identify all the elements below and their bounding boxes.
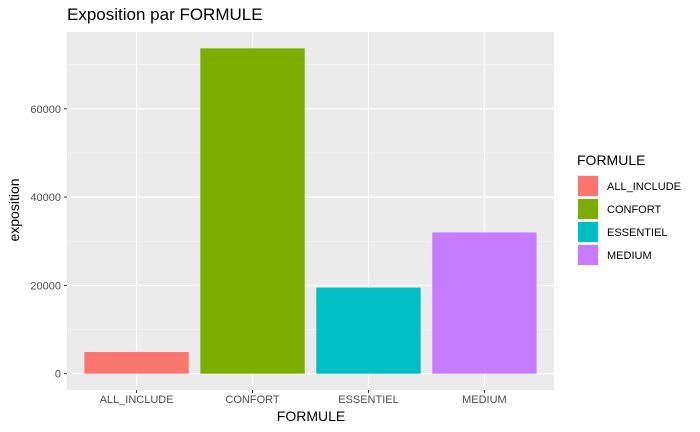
chart-title: Exposition par FORMULE (67, 5, 263, 24)
legend-label: MEDIUM (607, 250, 652, 262)
legend-label: ALL_INCLUDE (607, 181, 681, 193)
x-tick-label: CONFORT (225, 394, 279, 406)
legend-label: ESSENTIEL (607, 227, 668, 239)
y-axis-title: exposition (6, 178, 22, 241)
x-tick-label: ESSENTIEL (338, 394, 399, 406)
x-tick-label: MEDIUM (462, 394, 507, 406)
legend-swatch (578, 199, 598, 219)
bar-all-include (84, 352, 189, 374)
bar-confort (200, 48, 305, 374)
legend-swatch (578, 176, 598, 196)
x-axis-title: FORMULE (277, 408, 345, 424)
bar-medium (432, 232, 537, 374)
bar-essentiel (316, 287, 421, 374)
legend-label: CONFORT (607, 204, 661, 216)
legend: FORMULE ALL_INCLUDE CONFORT ESSENTIEL MEDIU… (577, 152, 681, 266)
y-tick-label: 60000 (30, 104, 61, 116)
y-tick-label: 0 (55, 369, 61, 381)
legend-title: FORMULE (577, 152, 645, 168)
legend-swatch (578, 245, 598, 265)
bars (84, 48, 537, 374)
y-tick-label: 20000 (30, 280, 61, 292)
legend-swatch (578, 222, 598, 242)
y-axis: 0 20000 40000 60000 (30, 104, 67, 381)
x-tick-label: ALL_INCLUDE (100, 394, 174, 406)
x-axis: ALL_INCLUDE CONFORT ESSENTIEL MEDIUM (100, 390, 507, 406)
y-tick-label: 40000 (30, 192, 61, 204)
